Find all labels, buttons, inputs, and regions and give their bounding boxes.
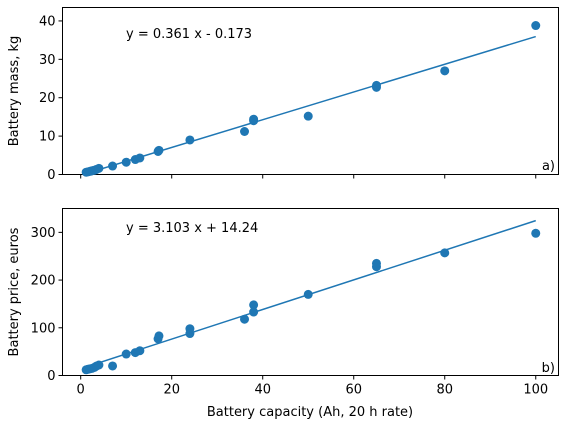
mass-data-point-18 (303, 111, 313, 121)
price-data-point-22 (531, 228, 541, 238)
price-regression-equation: y = 3.103 x + 14.24 (126, 221, 258, 236)
mass-regression-equation: y = 0.361 x - 0.173 (126, 27, 252, 42)
price-x-tick-label-60: 60 (345, 383, 362, 398)
price-panel: Battery price, euros Battery capacity (A… (7, 208, 559, 420)
mass-data-point-21 (440, 66, 450, 76)
price-y-tick-label-200: 200 (31, 274, 56, 289)
mass-y-tick-label-40: 40 (39, 14, 56, 29)
mass-y-tick-label-0: 0 (47, 168, 55, 183)
mass-data-point-15 (240, 127, 250, 137)
price-x-tick-label-40: 40 (254, 383, 271, 398)
price-data-point-14 (185, 324, 195, 334)
price-x-tick-label-0: 0 (77, 383, 85, 398)
price-panel-tag: b) (542, 361, 555, 376)
price-y-tick-label-100: 100 (31, 321, 56, 336)
price-y-axis-label: Battery price, euros (7, 227, 22, 356)
mass-data-point-14 (185, 135, 195, 145)
price-data-point-10 (135, 346, 145, 356)
mass-panel: Battery mass, kg y = 0.361 x - 0.173 a) … (7, 7, 559, 183)
mass-data-point-17 (249, 114, 259, 124)
price-x-ticks: 0 20 40 60 80 100 (77, 375, 548, 398)
price-data-point-20 (371, 258, 381, 268)
price-plot-area (62, 208, 559, 376)
price-x-tick-label-20: 20 (163, 383, 180, 398)
mass-data-point-9 (121, 157, 131, 167)
price-x-axis-label: Battery capacity (Ah, 20 h rate) (207, 405, 413, 420)
price-data-point-12 (154, 331, 164, 341)
mass-y-tick-label-30: 30 (39, 53, 56, 68)
price-data-point-16 (249, 307, 259, 317)
mass-data-point-20 (371, 80, 381, 90)
mass-panel-tag: a) (542, 159, 555, 174)
mass-y-ticks: 0 10 20 30 40 (39, 14, 63, 183)
mass-data-points (81, 21, 541, 177)
mass-x-ticks (80, 174, 537, 179)
mass-y-axis-label: Battery mass, kg (7, 36, 22, 146)
price-data-point-8 (121, 349, 131, 359)
price-x-tick-label-100: 100 (523, 383, 548, 398)
mass-y-tick-label-10: 10 (39, 130, 56, 145)
mass-plot-area (62, 7, 559, 175)
mass-data-point-13 (154, 145, 164, 155)
mass-y-tick-label-20: 20 (39, 91, 56, 106)
price-data-point-18 (303, 289, 313, 299)
mass-data-point-11 (135, 153, 145, 163)
price-data-point-17 (249, 300, 259, 310)
price-y-tick-label-300: 300 (31, 226, 56, 241)
price-y-tick-label-0: 0 (47, 369, 55, 384)
price-data-point-15 (240, 314, 250, 324)
price-y-ticks: 0 100 200 300 (31, 226, 63, 384)
price-data-point-6 (94, 360, 104, 370)
price-data-point-7 (108, 361, 118, 371)
price-data-points (81, 228, 541, 375)
mass-data-point-8 (108, 161, 118, 171)
mass-data-point-22 (531, 21, 541, 31)
mass-data-point-7 (94, 163, 104, 173)
price-data-point-21 (440, 248, 450, 258)
price-x-tick-label-80: 80 (436, 383, 453, 398)
